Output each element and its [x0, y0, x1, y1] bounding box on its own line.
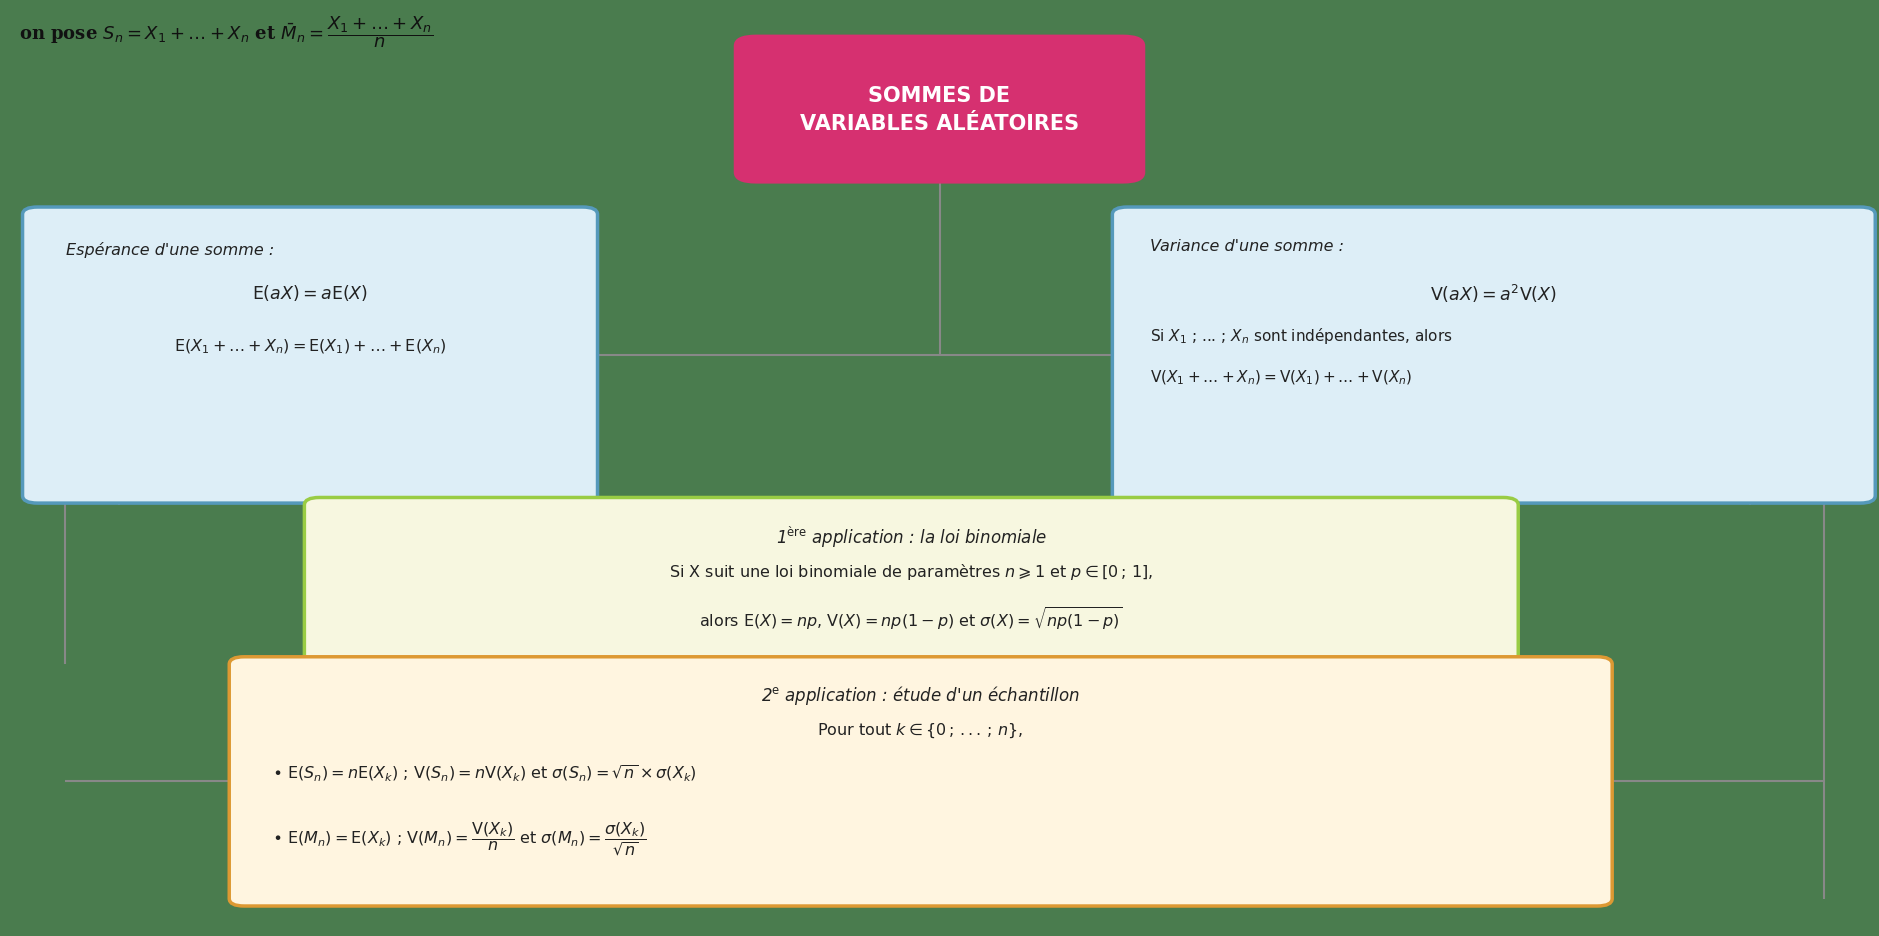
Text: $\bullet$ $\mathrm{E}(S_n) = n\mathrm{E}(X_k)$ ; $\mathrm{V}(S_n) = n\mathrm{V}(: $\bullet$ $\mathrm{E}(S_n) = n\mathrm{E}…	[272, 763, 697, 783]
Text: alors $\mathrm{E}(X) = np$, $\mathrm{V}(X) = np(1-p)$ et $\sigma(X) = \sqrt{np(1: alors $\mathrm{E}(X) = np$, $\mathrm{V}(…	[699, 606, 1124, 633]
Text: $\mathrm{V}(X_1 + \ldots + X_n) = \mathrm{V}(X_1) + \ldots + \mathrm{V}(X_n)$: $\mathrm{V}(X_1 + \ldots + X_n) = \mathr…	[1150, 368, 1413, 387]
Text: Pour tout $k \in \{0\,;\,...\,;\,n\}$,: Pour tout $k \in \{0\,;\,...\,;\,n\}$,	[817, 721, 1024, 739]
Text: $\mathrm{E}(aX) = a\mathrm{E}(X)$: $\mathrm{E}(aX) = a\mathrm{E}(X)$	[252, 283, 368, 302]
Text: Si $X_1$ ; ... ; $X_n$ sont indépendantes, alors: Si $X_1$ ; ... ; $X_n$ sont indépendante…	[1150, 326, 1452, 345]
Text: 1$^{\rm ère}$ application : la loi binomiale: 1$^{\rm ère}$ application : la loi binom…	[776, 524, 1047, 549]
Text: 2$^{\rm e}$ application : étude d'un échantillon: 2$^{\rm e}$ application : étude d'un éch…	[761, 683, 1080, 707]
FancyBboxPatch shape	[1112, 208, 1875, 504]
FancyBboxPatch shape	[23, 208, 598, 504]
Text: SOMMES DE
VARIABLES ALÉATOIRES: SOMMES DE VARIABLES ALÉATOIRES	[800, 86, 1079, 134]
Text: $\mathrm{E}(X_1 + \ldots + X_n) = \mathrm{E}(X_1) + \ldots + \mathrm{E}(X_n)$: $\mathrm{E}(X_1 + \ldots + X_n) = \mathr…	[173, 337, 447, 356]
FancyBboxPatch shape	[229, 657, 1612, 906]
Text: Variance d'une somme :: Variance d'une somme :	[1150, 239, 1343, 254]
Text: $\mathrm{V}(aX) = a^2\mathrm{V}(X)$: $\mathrm{V}(aX) = a^2\mathrm{V}(X)$	[1430, 283, 1558, 305]
Text: Espérance d'une somme :: Espérance d'une somme :	[66, 241, 274, 257]
Text: on pose $S_n = X_1 + \ldots + X_n$ et $\bar{M}_n = \dfrac{X_1 + \ldots + X_n}{n}: on pose $S_n = X_1 + \ldots + X_n$ et $\…	[19, 14, 432, 50]
Text: Si X suit une loi binomiale de paramètres $n \geqslant 1$ et $p \in [0\,;\,1]$,: Si X suit une loi binomiale de paramètre…	[669, 562, 1154, 581]
FancyBboxPatch shape	[733, 36, 1144, 184]
Text: $\bullet$ $\mathrm{E}(M_n) = \mathrm{E}(X_k)$ ; $\mathrm{V}(M_n) = \dfrac{\mathr: $\bullet$ $\mathrm{E}(M_n) = \mathrm{E}(…	[272, 819, 648, 856]
FancyBboxPatch shape	[304, 498, 1518, 691]
